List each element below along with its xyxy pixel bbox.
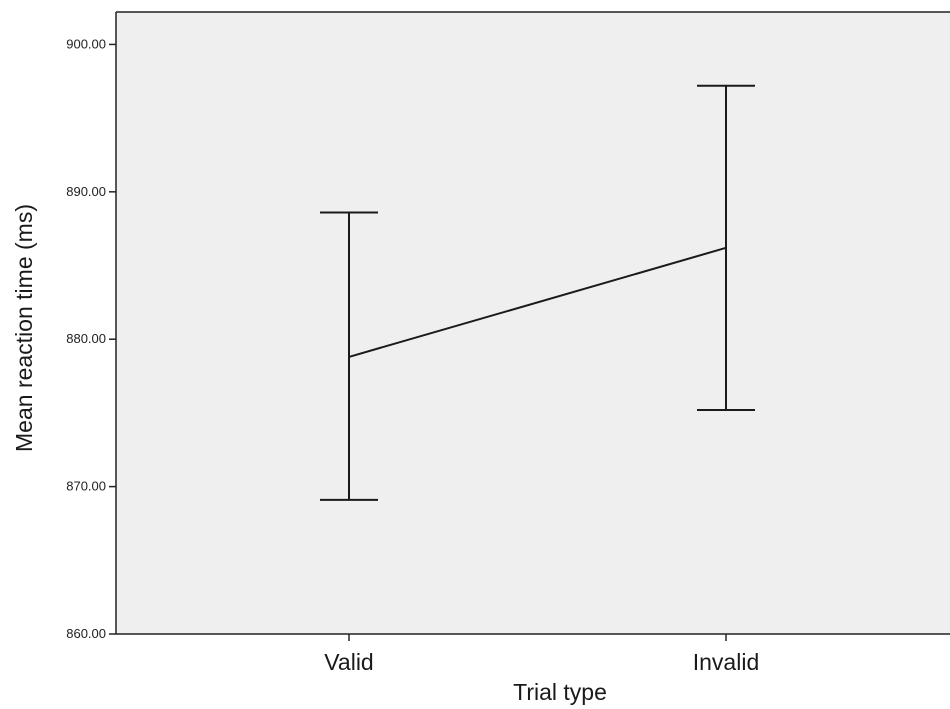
x-axis-title: Trial type bbox=[513, 679, 607, 705]
y-tick-label: 870.00 bbox=[66, 479, 106, 494]
x-tick-label: Valid bbox=[324, 649, 373, 675]
y-tick-label: 890.00 bbox=[66, 184, 106, 199]
y-axis-ticks: 860.00 870.00 880.00 890.00 900.00 bbox=[66, 36, 116, 641]
y-tick-label: 860.00 bbox=[66, 626, 106, 641]
series-layer bbox=[348, 246, 727, 358]
plot-area bbox=[116, 12, 950, 634]
y-tick-label: 880.00 bbox=[66, 331, 106, 346]
y-tick-label: 900.00 bbox=[66, 36, 106, 51]
x-axis-ticks: Valid Invalid bbox=[324, 634, 759, 675]
y-axis-title: Mean reaction time (ms) bbox=[11, 204, 37, 452]
x-tick-label: Invalid bbox=[693, 649, 759, 675]
mean-line bbox=[348, 246, 727, 358]
